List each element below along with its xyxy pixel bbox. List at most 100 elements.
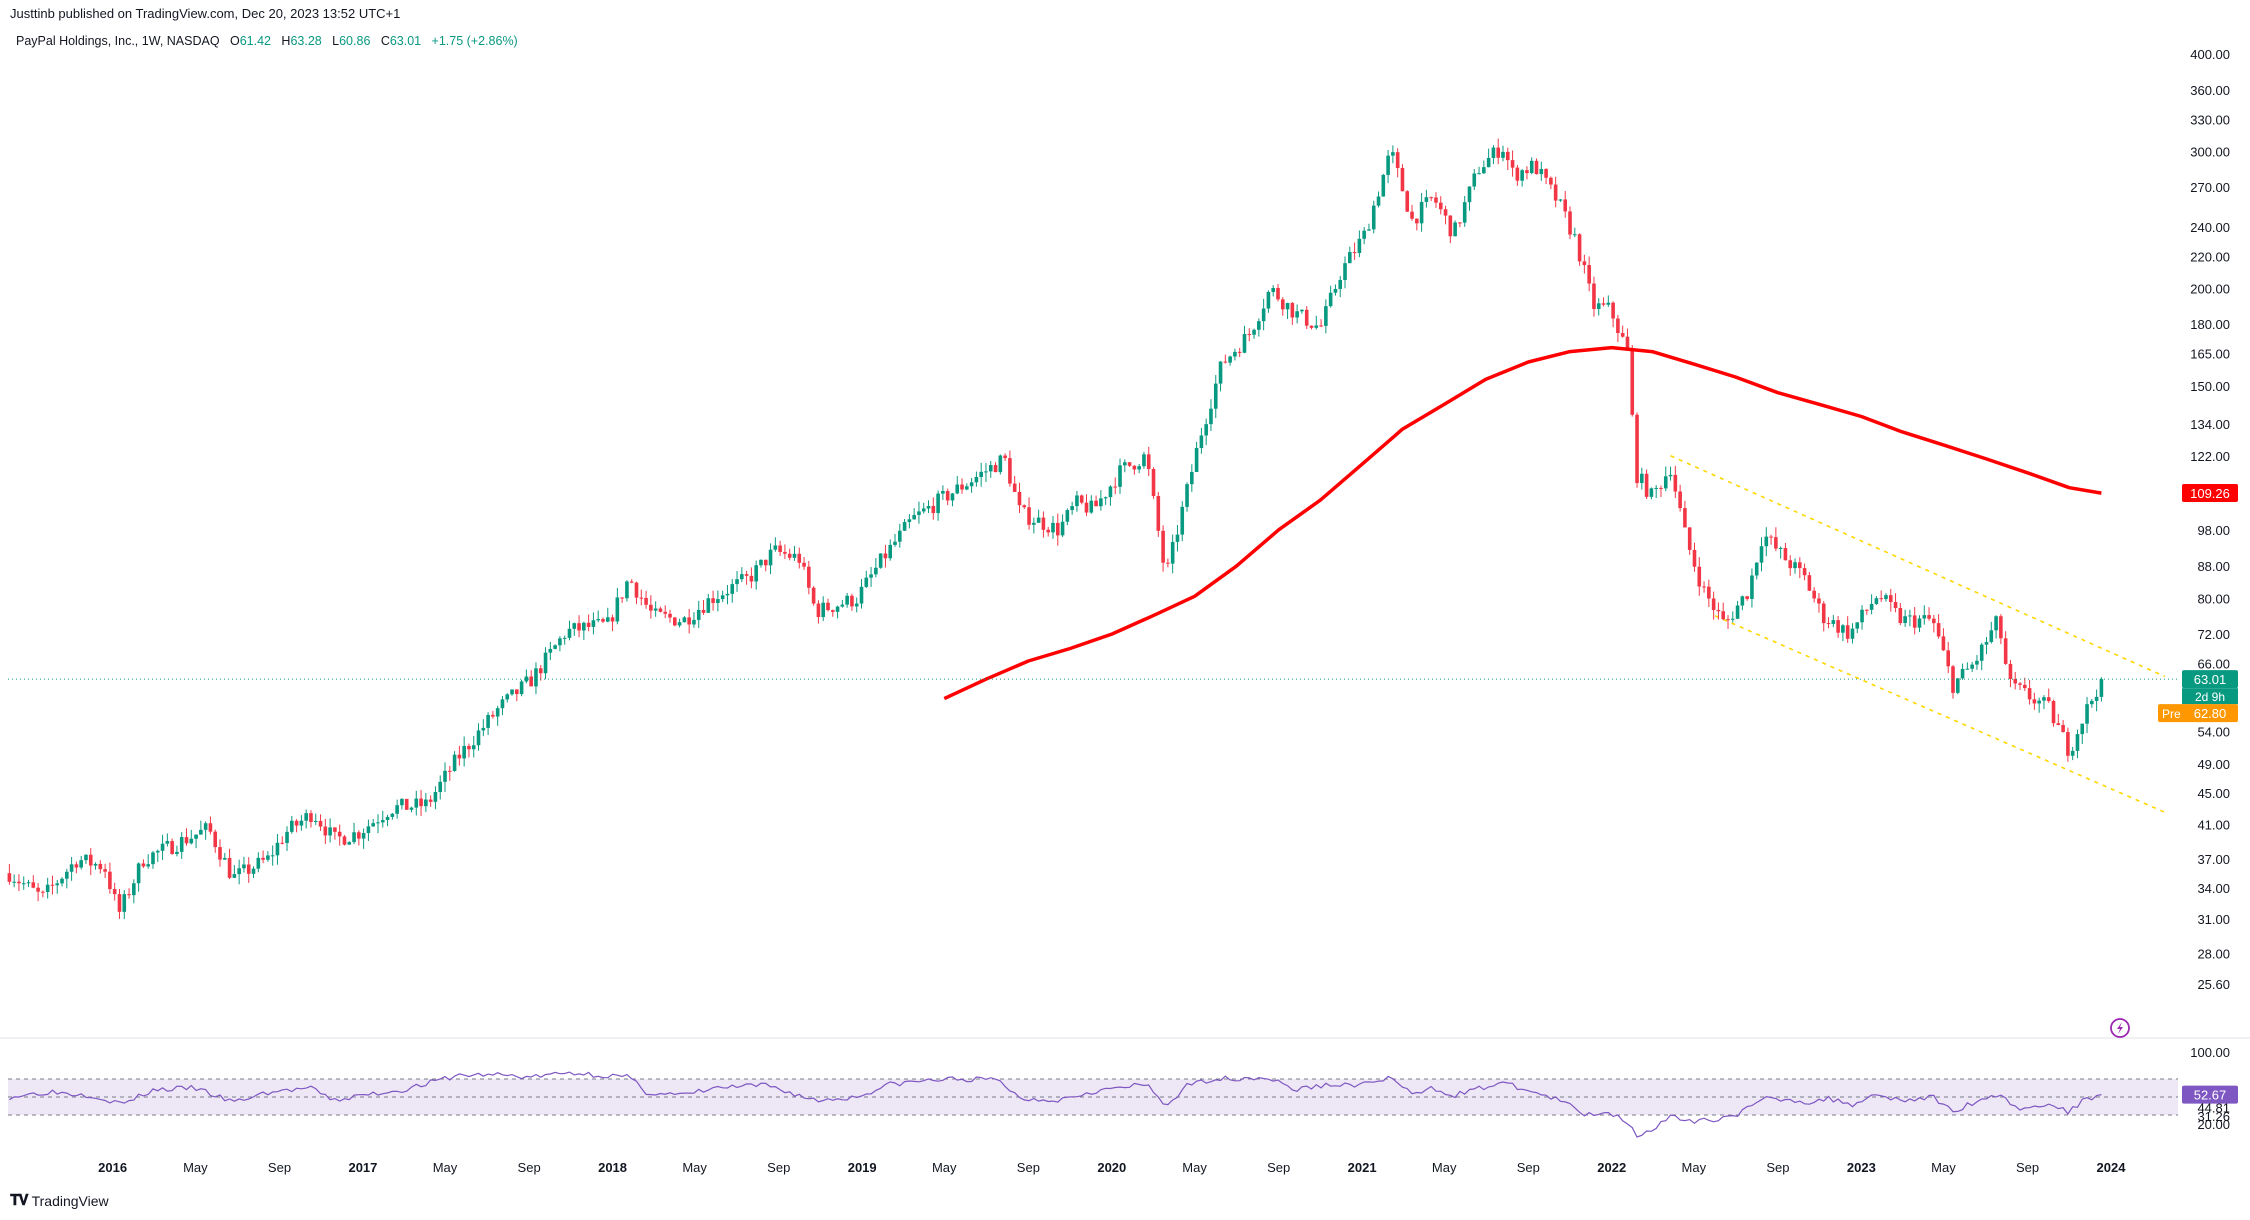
candle[interactable] (754, 565, 758, 582)
candle[interactable] (1860, 609, 1864, 623)
candle[interactable] (529, 676, 533, 687)
candle[interactable] (1759, 546, 1764, 563)
candle[interactable] (1405, 191, 1410, 212)
rsi-line[interactable] (9, 1071, 2102, 1138)
candle[interactable] (993, 465, 998, 473)
candle[interactable] (1319, 325, 1323, 327)
candle[interactable] (237, 868, 241, 875)
candle[interactable] (821, 602, 826, 618)
candle[interactable] (69, 864, 74, 872)
candle[interactable] (452, 754, 457, 771)
candle[interactable] (1750, 575, 1754, 599)
candle[interactable] (1812, 590, 1816, 599)
candle[interactable] (1362, 230, 1366, 239)
candle[interactable] (1611, 302, 1615, 319)
candle[interactable] (2056, 723, 2061, 726)
candle[interactable] (1458, 222, 1462, 224)
candle[interactable] (1448, 215, 1453, 237)
candle[interactable] (222, 857, 227, 860)
candle[interactable] (17, 881, 21, 884)
candle[interactable] (1620, 333, 1625, 337)
candle[interactable] (1563, 199, 1568, 212)
candle[interactable] (1376, 196, 1381, 206)
candle[interactable] (309, 813, 313, 822)
candle[interactable] (1209, 408, 1213, 425)
candle[interactable] (84, 854, 88, 861)
candle[interactable] (74, 864, 79, 868)
candle[interactable] (352, 832, 356, 843)
candle[interactable] (950, 493, 955, 501)
candle[interactable] (1553, 184, 1558, 201)
candle[interactable] (1965, 668, 1970, 670)
candle[interactable] (194, 834, 198, 839)
candle[interactable] (1644, 473, 1649, 497)
candle[interactable] (2099, 679, 2104, 697)
candle[interactable] (1324, 306, 1328, 326)
candle[interactable] (285, 831, 289, 844)
candle[interactable] (1697, 566, 1702, 587)
candle[interactable] (974, 476, 979, 483)
candle[interactable] (1146, 454, 1151, 469)
candle[interactable] (1223, 361, 1228, 363)
candle[interactable] (218, 847, 222, 860)
candle[interactable] (1151, 468, 1156, 497)
candle[interactable] (146, 864, 150, 867)
candle[interactable] (1730, 618, 1735, 620)
candle[interactable] (323, 826, 328, 836)
candle[interactable] (1237, 351, 1242, 353)
candle[interactable] (1764, 536, 1769, 547)
candle[interactable] (1103, 497, 1108, 499)
candle[interactable] (1793, 562, 1797, 569)
candle[interactable] (1841, 625, 1845, 633)
candle[interactable] (1491, 147, 1496, 158)
candle[interactable] (912, 514, 916, 520)
candle[interactable] (2042, 697, 2046, 701)
candle[interactable] (1194, 448, 1199, 472)
candle[interactable] (1137, 466, 1141, 470)
candle[interactable] (1654, 487, 1658, 489)
candle[interactable] (2018, 683, 2022, 685)
candle[interactable] (1486, 157, 1491, 168)
candle[interactable] (1032, 522, 1036, 525)
candle[interactable] (357, 832, 361, 839)
candle[interactable] (759, 559, 763, 566)
candle[interactable] (902, 522, 907, 531)
candle[interactable] (969, 482, 974, 487)
candle[interactable] (960, 484, 964, 490)
candle[interactable] (1017, 491, 1022, 506)
candle[interactable] (1874, 598, 1879, 604)
candle[interactable] (629, 581, 634, 583)
candle[interactable] (199, 829, 203, 835)
candle[interactable] (155, 850, 160, 853)
candle[interactable] (1549, 177, 1553, 185)
candle[interactable] (189, 838, 194, 844)
candle[interactable] (443, 770, 447, 782)
moving-average-line[interactable] (943, 345, 2102, 701)
candle[interactable] (716, 599, 720, 603)
candle[interactable] (1309, 325, 1314, 328)
candle[interactable] (1381, 174, 1386, 197)
candle[interactable] (1348, 252, 1352, 264)
candle[interactable] (1525, 170, 1529, 174)
channel-lower-line[interactable] (1714, 615, 2166, 814)
candle[interactable] (1099, 498, 1103, 507)
candle[interactable] (1247, 334, 1252, 336)
candle[interactable] (1984, 642, 1989, 645)
candle[interactable] (1927, 615, 1931, 619)
candle[interactable] (1625, 336, 1630, 350)
candle[interactable] (1630, 349, 1635, 415)
candle[interactable] (1783, 547, 1788, 561)
candle[interactable] (682, 617, 687, 623)
lightning-icon-ring[interactable] (2110, 1018, 2130, 1038)
candle[interactable] (1472, 173, 1477, 187)
candle[interactable] (941, 491, 945, 494)
candle[interactable] (2075, 734, 2080, 751)
candle[interactable] (1434, 197, 1438, 203)
candle[interactable] (371, 823, 376, 827)
candle[interactable] (1769, 536, 1773, 538)
candle[interactable] (1994, 616, 1998, 631)
candle[interactable] (720, 595, 725, 600)
candle[interactable] (749, 575, 754, 582)
candle[interactable] (1161, 530, 1165, 563)
candle[interactable] (328, 827, 332, 836)
